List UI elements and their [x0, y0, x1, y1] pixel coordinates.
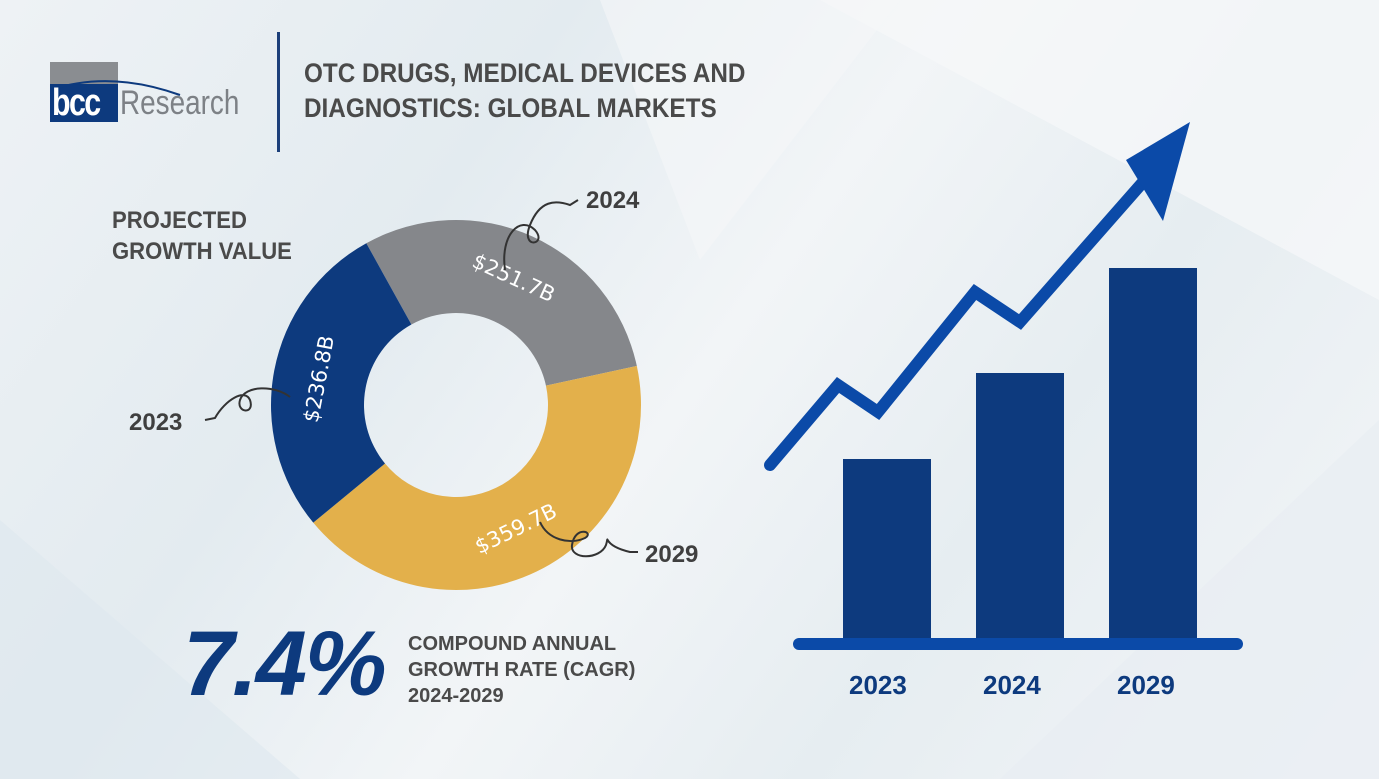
- donut-slice-2023: [271, 243, 412, 523]
- bar-2024: [976, 373, 1064, 642]
- connector-2024: [503, 199, 579, 271]
- bar-label-2023: 2023: [849, 670, 907, 700]
- cagr-line-2: GROWTH RATE (CAGR): [408, 659, 636, 681]
- logo-swoosh: [50, 80, 181, 96]
- trend-arrow-line: [764, 159, 1164, 471]
- connector-2023: [204, 387, 291, 421]
- logo-bcc: bcc: [52, 82, 101, 124]
- title-line-2: DIAGNOSTICS: GLOBAL MARKETS: [304, 93, 717, 123]
- trend-arrow-head: [1126, 122, 1190, 221]
- donut-title-line-2: GROWTH VALUE: [112, 238, 292, 265]
- bar-baseline: [793, 638, 1243, 650]
- year-label-2024: 2024: [586, 187, 640, 214]
- donut-title-line-1: PROJECTED: [112, 207, 247, 234]
- logo-research: Research: [120, 84, 240, 122]
- donut-title: PROJECTED GROWTH VALUE: [112, 205, 292, 267]
- curly-connectors: [204, 199, 638, 558]
- donut-chart: $251.7B$359.7B$236.8B: [271, 219, 642, 591]
- cagr-line-1: COMPOUND ANNUAL: [408, 633, 617, 655]
- cagr-value: 7.4%: [183, 613, 387, 715]
- year-label-2029: 2029: [645, 541, 699, 568]
- bar-label-2024: 2024: [983, 670, 1041, 700]
- donut-slice-2029: [313, 365, 642, 591]
- bar-2029: [1109, 268, 1197, 642]
- logo-mark-gray: [50, 62, 118, 84]
- cagr-line-3: 2024-2029: [408, 685, 504, 707]
- title-line-1: OTC DRUGS, MEDICAL DEVICES AND: [304, 58, 746, 88]
- connector-2029: [539, 521, 638, 558]
- page-title: OTC DRUGS, MEDICAL DEVICES AND DIAGNOSTI…: [304, 56, 745, 126]
- cagr-label: COMPOUND ANNUAL GROWTH RATE (CAGR) 2024-…: [408, 631, 635, 709]
- bar-label-2029: 2029: [1117, 670, 1175, 700]
- header-divider: [277, 32, 280, 152]
- bar-2023: [843, 459, 931, 642]
- logo-mark-blue: [50, 84, 118, 122]
- year-label-2023: 2023: [129, 409, 183, 436]
- donut-slice-2024: [366, 219, 637, 386]
